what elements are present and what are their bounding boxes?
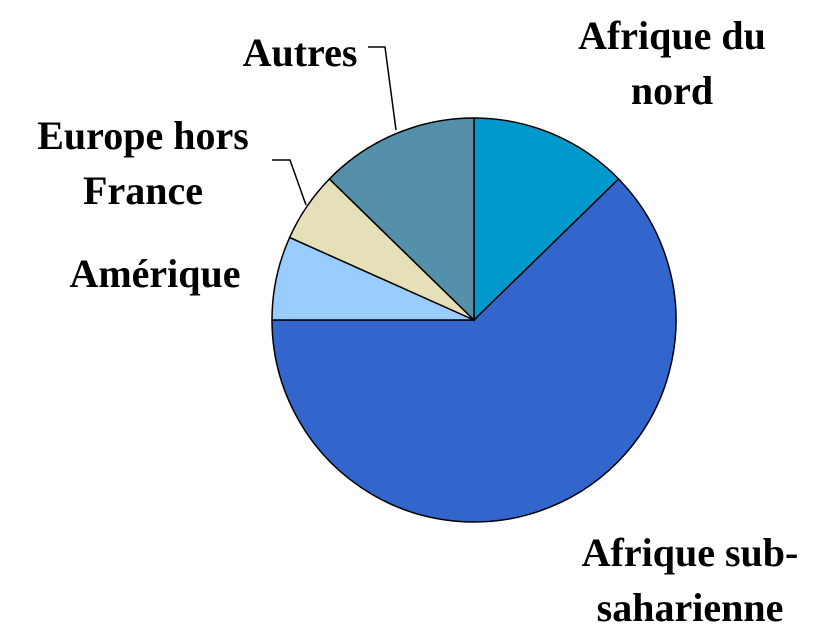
- slice-label: Autres: [242, 30, 358, 75]
- pie-canvas: [271, 46, 677, 523]
- chart: Afrique du nord Afrique sub-saharienne Amé…: [37, 13, 798, 630]
- leader-line: [272, 159, 307, 206]
- slice-label: Afrique sub-saharienne: [581, 530, 799, 630]
- slice-label: Europe hors France: [37, 113, 249, 213]
- pie-slice: [328, 117, 475, 322]
- slice-label: Amérique: [69, 251, 241, 296]
- pie-slice: [271, 177, 677, 523]
- leader-line: [368, 46, 397, 131]
- pie-slice: [473, 117, 620, 322]
- slice-label: Afrique du nord: [578, 13, 766, 113]
